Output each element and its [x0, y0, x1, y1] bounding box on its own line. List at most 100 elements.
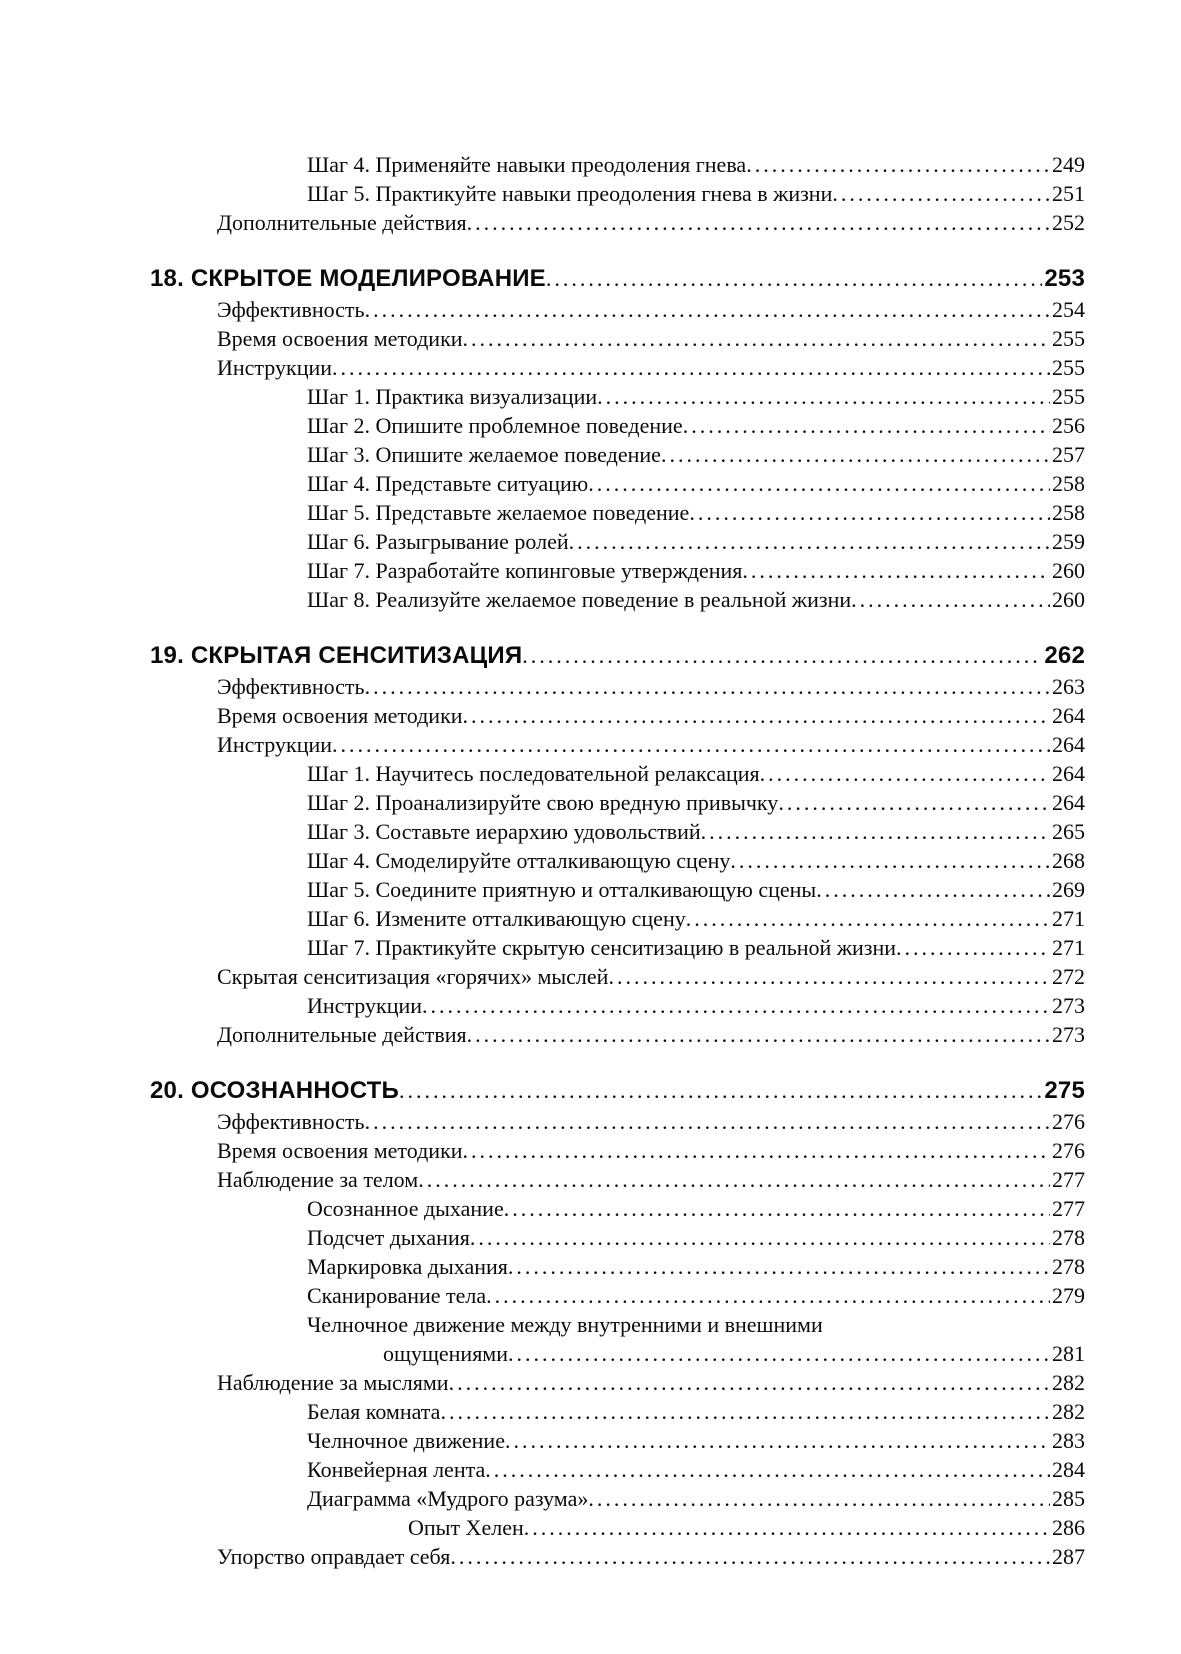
dot-leader: [730, 846, 1050, 875]
toc-entry-label: Шаг 5. Представьте желаемое поведение: [307, 500, 690, 525]
toc-entry: Диаграмма «Мудрого разума» 285: [150, 1484, 1085, 1513]
toc-entry-page: 283: [1052, 1428, 1085, 1453]
dot-leader: [746, 150, 1050, 179]
toc-entry-page: 282: [1052, 1399, 1085, 1424]
toc-entry: Подсчет дыхания 278: [150, 1223, 1085, 1252]
toc-entry: Время освоения методики 276: [150, 1136, 1085, 1165]
toc-entry-page: 278: [1052, 1254, 1085, 1279]
toc-entry-label: Шаг 2. Опишите проблемное поведение: [307, 413, 683, 438]
toc-entry-label: Шаг 7. Практикуйте скрытую сенситизацию …: [307, 935, 897, 960]
toc-entry-page: 276: [1052, 1138, 1085, 1163]
toc-entry: Шаг 5. Соедините приятную и отталкивающу…: [150, 875, 1085, 904]
dot-leader: [588, 1484, 1050, 1513]
toc-entry-page: 251: [1052, 181, 1085, 206]
dot-leader: [470, 1223, 1050, 1252]
dot-leader: [418, 1165, 1050, 1194]
dot-leader: [661, 440, 1050, 469]
dot-leader: [686, 904, 1050, 933]
toc-entry-label: Упорство оправдает себя: [217, 1544, 451, 1569]
dot-leader: [683, 411, 1050, 440]
dot-leader: [467, 1020, 1050, 1049]
toc-entry-label: Инструкции: [217, 355, 333, 380]
toc-entry-page: 264: [1052, 790, 1085, 815]
toc-entry-label: Белая комната: [307, 1399, 441, 1424]
toc-entry: Шаг 6. Измените отталкивающую сцену 271: [150, 904, 1085, 933]
toc-entry: Время освоения методики 264: [150, 701, 1085, 730]
toc-entry-label: Шаг 3. Опишите желаемое поведение: [307, 442, 661, 467]
dot-leader: [588, 469, 1050, 498]
toc-entry-page: 273: [1052, 1022, 1085, 1047]
toc-chapter-header-label: 20. ОСОЗНАННОСТЬ: [150, 1077, 399, 1104]
dot-leader: [486, 1281, 1050, 1310]
dot-leader: [365, 295, 1050, 324]
dot-leader: [608, 962, 1050, 991]
toc-entry: Шаг 3. Опишите желаемое поведение 257: [150, 440, 1085, 469]
toc-entry: Шаг 5. Представьте желаемое поведение 258: [150, 498, 1085, 527]
toc-section: Шаг 4. Применяйте навыки преодоления гне…: [150, 150, 1085, 237]
dot-leader: [365, 1107, 1050, 1136]
dot-leader: [463, 701, 1050, 730]
toc-entry-page: 282: [1052, 1370, 1085, 1395]
toc-entry-page: 260: [1052, 558, 1085, 583]
toc-entry: Скрытая сенситизация «горячих» мыслей 272: [150, 962, 1085, 991]
toc-entry: Шаг 3. Составьте иерархию удовольствий 26…: [150, 817, 1085, 846]
table-of-contents: Шаг 4. Применяйте навыки преодоления гне…: [150, 150, 1085, 1571]
dot-leader: [463, 324, 1050, 353]
toc-entry-label: Время освоения методики: [217, 703, 463, 728]
dot-leader: [851, 585, 1050, 614]
toc-entry-label: Шаг 5. Соедините приятную и отталкивающу…: [307, 877, 817, 902]
toc-entry-label: Сканирование тела: [307, 1283, 487, 1308]
toc-entry: Шаг 4. Применяйте навыки преодоления гне…: [150, 150, 1085, 179]
dot-leader: [508, 1339, 1050, 1368]
toc-entry-label: Шаг 8. Реализуйте желаемое поведение в р…: [307, 587, 852, 612]
dot-leader: [742, 556, 1050, 585]
toc-entry: Шаг 2. Опишите проблемное поведение 256: [150, 411, 1085, 440]
toc-entry: Упорство оправдает себя 287: [150, 1542, 1085, 1571]
toc-entry-label: Челночное движение между внутренними и в…: [307, 1312, 823, 1337]
toc-entry-page: 287: [1052, 1544, 1085, 1569]
toc-entry-page: 286: [1052, 1515, 1085, 1540]
toc-entry-page: 285: [1052, 1486, 1085, 1511]
dot-leader: [832, 179, 1050, 208]
toc-entry: Шаг 7. Практикуйте скрытую сенситизацию …: [150, 933, 1085, 962]
toc-entry-label: Челночное движение: [307, 1428, 505, 1453]
dot-leader: [332, 730, 1050, 759]
toc-entry-label: Время освоения методики: [217, 326, 463, 351]
dot-leader: [896, 933, 1050, 962]
toc-entry: Наблюдение за телом 277: [150, 1165, 1085, 1194]
toc-chapter-header-page: 262: [1044, 642, 1085, 669]
dot-leader: [569, 527, 1050, 556]
toc-entry: Шаг 4. Смоделируйте отталкивающую сцену 2…: [150, 846, 1085, 875]
toc-entry: Шаг 1. Практика визуализации 255: [150, 382, 1085, 411]
toc-entry-page: 268: [1052, 848, 1085, 873]
toc-chapter-header-page: 275: [1044, 1077, 1085, 1104]
dot-leader: [422, 991, 1050, 1020]
toc-entry-label: Время освоения методики: [217, 1138, 463, 1163]
dot-leader: [689, 498, 1050, 527]
toc-entry-label: Дополнительные действия: [217, 210, 467, 235]
toc-entry-continuation-label: ощущениями: [383, 1341, 509, 1366]
toc-entry-page: 255: [1052, 384, 1085, 409]
toc-entry-page: 249: [1052, 152, 1085, 177]
toc-entry-page: 264: [1052, 703, 1085, 728]
dot-leader: [440, 1397, 1050, 1426]
toc-entry-label: Диаграмма «Мудрого разума»: [307, 1486, 589, 1511]
toc-entry-page: 263: [1052, 674, 1085, 699]
toc-entry: Челночное движение между внутренними и в…: [150, 1310, 1085, 1339]
dot-leader: [365, 672, 1050, 701]
dot-leader: [816, 875, 1050, 904]
toc-entry-label: Шаг 6. Измените отталкивающую сцену: [307, 906, 686, 931]
dot-leader: [399, 1074, 1042, 1107]
toc-entry-label: Осознанное дыхание: [307, 1196, 504, 1221]
toc-entry: Конвейерная лента 284: [150, 1455, 1085, 1484]
dot-leader: [485, 1455, 1050, 1484]
toc-entry: Дополнительные действия 273: [150, 1020, 1085, 1049]
toc-entry: Шаг 1. Научитесь последовательной релакс…: [150, 759, 1085, 788]
toc-entry-page: 277: [1052, 1167, 1085, 1192]
dot-leader: [332, 353, 1050, 382]
toc-entry-page: 278: [1052, 1225, 1085, 1250]
toc-entry-label: Опыт Хелен: [408, 1515, 524, 1540]
toc-entry-page: 284: [1052, 1457, 1085, 1482]
toc-entry-label: Эффективность: [217, 674, 365, 699]
